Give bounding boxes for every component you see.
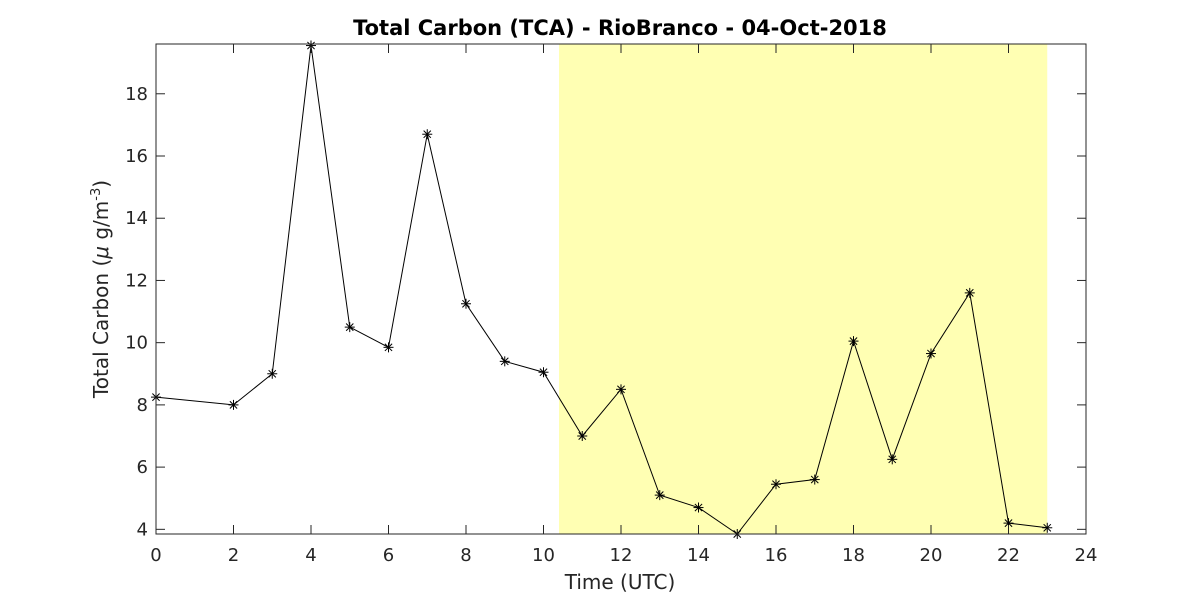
x-tick-label: 0 bbox=[150, 545, 161, 566]
marker-stroke bbox=[810, 475, 819, 484]
marker-stroke bbox=[849, 337, 858, 346]
highlight-region bbox=[559, 44, 1048, 534]
marker-stroke bbox=[927, 349, 935, 358]
data-point-marker bbox=[499, 356, 510, 367]
data-point-marker bbox=[887, 454, 898, 465]
data-point-marker bbox=[228, 399, 239, 410]
marker-stroke bbox=[345, 323, 354, 332]
marker-stroke bbox=[384, 343, 393, 352]
x-tick-label: 12 bbox=[610, 545, 633, 566]
data-point-marker bbox=[422, 129, 433, 140]
marker-stroke bbox=[694, 503, 703, 512]
data-point-marker bbox=[1042, 522, 1053, 533]
data-point-marker bbox=[848, 336, 859, 347]
y-axis-title-unit: g/m bbox=[89, 201, 113, 246]
x-tick-label: 20 bbox=[920, 545, 943, 566]
data-point-marker bbox=[693, 502, 704, 513]
data-point-marker bbox=[616, 384, 626, 395]
marker-stroke bbox=[655, 491, 664, 500]
marker-stroke bbox=[965, 288, 974, 297]
data-point-marker bbox=[383, 342, 394, 353]
chart-title: Total Carbon (TCA) - RioBranco - 04-Oct-… bbox=[353, 16, 887, 40]
y-tick-label: 8 bbox=[137, 395, 148, 416]
marker-stroke bbox=[539, 368, 548, 377]
marker-stroke bbox=[772, 480, 780, 489]
data-point-marker bbox=[771, 479, 781, 490]
data-point-marker bbox=[538, 367, 549, 378]
x-tick-label: 6 bbox=[383, 545, 394, 566]
data-point-marker bbox=[964, 287, 975, 298]
y-axis-title-exponent: -3 bbox=[89, 188, 104, 201]
x-axis-title: Time (UTC) bbox=[564, 570, 676, 594]
y-tick-label: 12 bbox=[125, 270, 148, 291]
data-point-marker bbox=[461, 298, 471, 309]
data-point-marker bbox=[577, 431, 588, 441]
data-point-marker bbox=[926, 348, 936, 359]
x-tick-label: 10 bbox=[532, 545, 555, 566]
y-tick-label: 18 bbox=[125, 84, 148, 105]
y-axis-title-suffix: ) bbox=[89, 180, 113, 188]
x-axis: 0 2 4 6 8 10 12 14 16 18 20 22 24 bbox=[150, 44, 1097, 566]
marker-stroke bbox=[229, 400, 238, 409]
data-point-marker bbox=[654, 490, 665, 501]
marker-stroke bbox=[617, 385, 625, 394]
y-tick-label: 14 bbox=[125, 208, 148, 229]
data-point-marker bbox=[344, 322, 355, 333]
marker-stroke bbox=[1004, 519, 1013, 528]
y-tick-label: 4 bbox=[137, 519, 148, 540]
y-tick-label: 10 bbox=[125, 333, 148, 354]
marker-stroke bbox=[1043, 523, 1052, 532]
y-axis-title: Total Carbon (μ g/m-3) bbox=[89, 180, 113, 399]
y-tick-label: 6 bbox=[137, 457, 148, 478]
y-axis: 4 6 8 10 12 14 16 18 bbox=[125, 84, 1086, 540]
y-tick-label: 16 bbox=[125, 146, 148, 167]
marker-stroke bbox=[462, 299, 470, 308]
y-axis-title-prefix: Total Carbon ( bbox=[89, 259, 113, 399]
x-tick-label: 16 bbox=[765, 545, 788, 566]
marker-stroke bbox=[423, 130, 432, 139]
x-tick-label: 18 bbox=[842, 545, 865, 566]
marker-stroke bbox=[578, 432, 587, 440]
y-axis-title-mu: μ bbox=[89, 246, 113, 260]
x-tick-label: 4 bbox=[305, 545, 316, 566]
data-point-marker bbox=[267, 368, 278, 379]
marker-stroke bbox=[888, 455, 897, 464]
x-tick-label: 24 bbox=[1075, 545, 1098, 566]
data-markers bbox=[151, 40, 1053, 539]
x-tick-label: 14 bbox=[687, 545, 710, 566]
marker-stroke bbox=[268, 369, 277, 378]
marker-stroke bbox=[500, 357, 509, 366]
x-tick-label: 22 bbox=[997, 545, 1020, 566]
data-point-marker bbox=[809, 474, 820, 485]
x-tick-label: 2 bbox=[228, 545, 239, 566]
x-tick-label: 8 bbox=[460, 545, 471, 566]
